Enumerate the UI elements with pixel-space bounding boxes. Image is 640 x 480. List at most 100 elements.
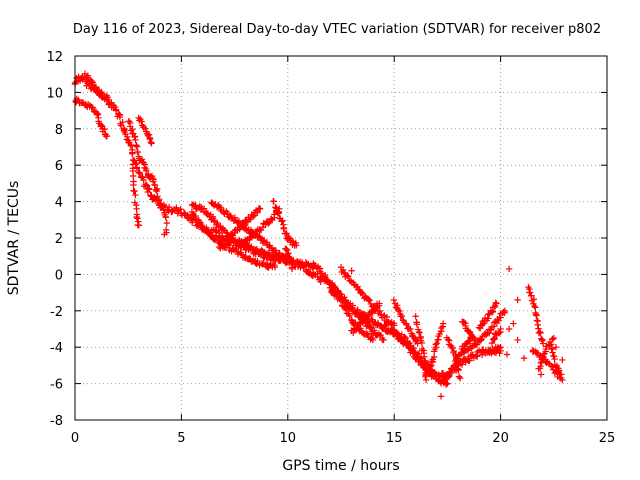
data-point — [496, 344, 503, 352]
data-point — [310, 260, 317, 267]
data-point — [142, 125, 149, 132]
data-point — [394, 306, 402, 313]
data-point — [283, 245, 290, 253]
data-point — [391, 322, 398, 329]
data-point — [271, 263, 279, 271]
data-point — [353, 326, 360, 333]
y-tick-label: -8 — [50, 414, 63, 429]
data-point — [255, 205, 263, 212]
data-point — [458, 361, 466, 368]
data-point — [103, 132, 111, 140]
data-point — [422, 376, 430, 384]
data-point — [429, 372, 436, 379]
data-point — [441, 376, 448, 384]
data-point — [477, 337, 484, 344]
data-point — [418, 339, 426, 347]
data-point — [112, 106, 120, 113]
data-point — [247, 243, 255, 250]
data-point — [246, 255, 253, 262]
data-point — [146, 186, 153, 193]
data-point — [500, 308, 507, 316]
data-point — [398, 312, 405, 320]
data-point — [559, 356, 566, 364]
data-point — [368, 335, 376, 342]
x-tick-label: 10 — [280, 431, 297, 446]
data-point — [437, 393, 445, 400]
data-point — [470, 335, 478, 342]
data-point — [132, 136, 139, 144]
data-point — [163, 219, 170, 227]
y-tick-label: 10 — [46, 86, 63, 101]
data-point — [442, 381, 450, 388]
y-axis-label: SDTVAR / TECUs — [6, 181, 22, 296]
data-point — [148, 140, 155, 147]
x-tick-label: 15 — [386, 431, 403, 446]
y-tick-label: -2 — [50, 305, 63, 320]
data-point — [133, 213, 140, 221]
data-point — [483, 331, 490, 338]
data-point — [188, 219, 196, 226]
data-point — [514, 336, 521, 344]
data-point — [343, 272, 351, 279]
data-point — [89, 104, 96, 111]
data-point — [412, 313, 419, 320]
data-point — [439, 320, 447, 327]
data-point — [264, 220, 272, 227]
data-point — [325, 278, 333, 286]
data-point — [133, 164, 141, 171]
data-point — [224, 209, 231, 217]
data-point — [342, 306, 350, 313]
data-point — [559, 376, 566, 384]
data-point — [456, 374, 464, 382]
data-point — [239, 221, 247, 228]
y-tick-label: 2 — [55, 232, 63, 247]
data-point — [147, 139, 155, 146]
data-point — [256, 205, 264, 213]
data-point — [288, 258, 295, 265]
data-point — [550, 334, 557, 342]
data-point — [116, 113, 124, 121]
data-point — [396, 334, 404, 342]
data-point — [538, 336, 546, 343]
data-point — [549, 335, 556, 343]
data-point — [103, 96, 111, 103]
data-point — [345, 273, 352, 280]
x-tick-label: 25 — [599, 431, 616, 446]
data-point — [466, 337, 473, 345]
data-point — [497, 344, 504, 351]
data-point — [528, 292, 535, 299]
data-point — [371, 318, 378, 326]
data-point — [133, 205, 140, 213]
y-tick-label: 0 — [55, 268, 63, 283]
data-point — [551, 355, 558, 363]
data-point — [153, 187, 160, 195]
x-tick-label: 0 — [71, 431, 79, 446]
x-tick-label: 5 — [177, 431, 185, 446]
data-point — [278, 218, 285, 225]
data-point — [134, 215, 141, 222]
y-tick-label: 8 — [55, 123, 63, 138]
y-tick-label: -6 — [50, 378, 63, 393]
data-point — [470, 342, 478, 349]
data-point — [288, 265, 296, 273]
data-point — [279, 217, 286, 224]
data-point — [371, 327, 378, 334]
data-point — [158, 202, 166, 209]
data-point — [84, 72, 92, 79]
data-point — [460, 319, 468, 326]
data-point — [430, 353, 438, 361]
data-point — [537, 359, 545, 367]
data-point — [219, 244, 227, 251]
data-point — [416, 356, 423, 364]
data-point — [426, 363, 434, 371]
chart-title: Day 116 of 2023, Sidereal Day-to-day VTE… — [73, 22, 601, 37]
data-point — [348, 316, 355, 324]
data-point — [405, 343, 412, 351]
data-point — [555, 367, 563, 374]
data-point — [537, 371, 545, 378]
data-point — [135, 222, 143, 229]
grid-lines — [75, 56, 607, 420]
data-point — [444, 380, 451, 387]
data-point — [488, 339, 496, 347]
data-point — [358, 289, 366, 296]
